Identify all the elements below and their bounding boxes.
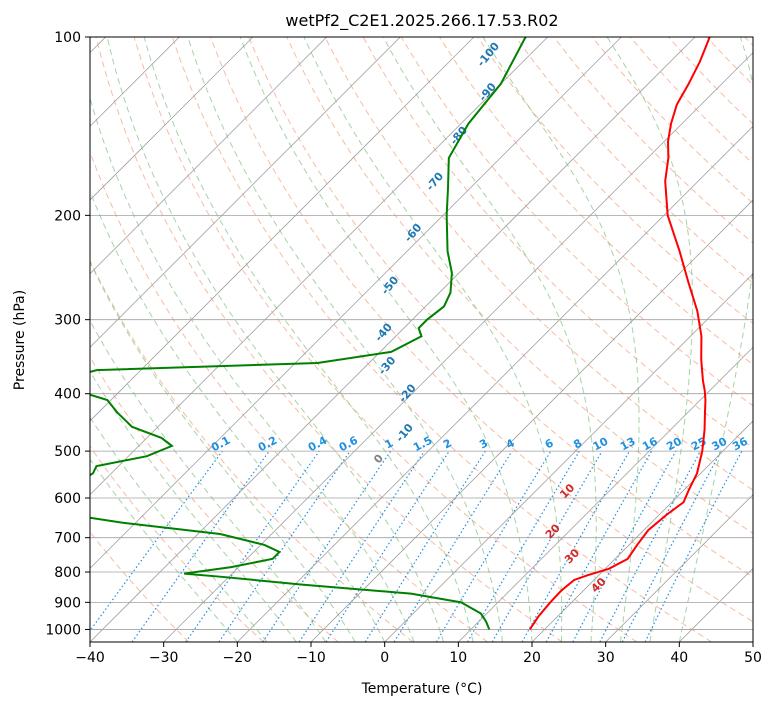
- isotherm-line: [90, 37, 401, 348]
- y-axis-label: Pressure (hPa): [12, 290, 28, 390]
- mixing-ratio-lines: [90, 450, 743, 642]
- moist-adiabat: [90, 260, 356, 642]
- x-tick-label: 0: [380, 650, 389, 666]
- mixing-ratio-line: [90, 450, 223, 632]
- mixing-ratio-line: [545, 450, 653, 642]
- temperature-line: [528, 37, 711, 631]
- x-tick-label: −20: [223, 650, 253, 666]
- moist-adiabat: [303, 37, 563, 642]
- plot-area: 0.1 0.2 0.4 0.6 1 1.5 2 3 4 6 8 10 13 16 20 25 30 36-100-…: [90, 37, 753, 642]
- moist-adiabat: [90, 416, 268, 642]
- mixing-ratio-line: [262, 450, 392, 642]
- x-tick-label: 10: [449, 650, 467, 666]
- x-axis-ticks: −40 −30 −20 −10 0 10 20 30 40 50: [75, 642, 762, 666]
- mixing-ratio-line: [644, 450, 743, 642]
- moist-adiabat: [90, 370, 297, 642]
- y-tick-label: 600: [54, 491, 81, 507]
- isotherm-line: [458, 346, 753, 642]
- y-tick-label: 400: [54, 387, 81, 403]
- isotherm-line: [90, 37, 254, 201]
- y-tick-label: 800: [54, 565, 81, 581]
- dry-adiabat: [248, 37, 753, 578]
- moist-adiabat: [239, 37, 533, 642]
- chart-title: wetPf2_C2E1.2025.266.17.53.R02: [285, 11, 558, 31]
- moist-adiabat: [143, 37, 474, 642]
- dry-adiabat: [171, 37, 712, 642]
- y-tick-label: 700: [54, 531, 81, 547]
- mixing-ratio-line: [393, 450, 513, 642]
- isotherm-line: [384, 273, 753, 642]
- y-tick-label: 300: [54, 313, 81, 329]
- dry-adiabat: [90, 356, 339, 642]
- isotherm-line: [605, 494, 753, 642]
- isotherm-line: [90, 37, 622, 569]
- y-tick-label: 100: [54, 30, 81, 46]
- isotherm-line: [531, 420, 753, 642]
- x-axis-label: Temperature (°C): [361, 681, 483, 697]
- mixing-ratio-line: [521, 450, 631, 642]
- dry-adiabat: [324, 37, 753, 491]
- pressure-gridlines: [90, 37, 753, 630]
- y-axis-ticks: 100 200 300 400 500 600 700 800 900 1000: [45, 30, 90, 638]
- plot-frame: [89, 36, 754, 643]
- dry-adiabat: [95, 37, 563, 642]
- mixing-ratio-line: [298, 450, 425, 642]
- mixing-ratio-label: 30: [710, 435, 730, 454]
- isotherm-line: [90, 37, 327, 275]
- mixing-ratio-line: [325, 450, 450, 642]
- y-tick-label: 900: [54, 595, 81, 611]
- dry-adiabats: [90, 37, 753, 642]
- moist-adiabat: [678, 37, 753, 642]
- mixing-ratio-line: [572, 450, 677, 642]
- moist-adiabat: [606, 37, 694, 642]
- x-tick-label: 30: [597, 650, 615, 666]
- dry-adiabat: [515, 37, 753, 284]
- dry-adiabat: [286, 37, 753, 534]
- y-tick-label: 1000: [45, 622, 81, 638]
- mixing-ratio-label: 20: [664, 435, 684, 454]
- isotherm-line: [310, 199, 753, 642]
- moist-adiabat: [382, 37, 597, 642]
- moist-adiabat: [106, 37, 445, 642]
- dry-adiabat: [90, 259, 414, 642]
- dry-adiabat: [90, 445, 264, 642]
- moist-adiabat: [90, 319, 327, 642]
- mixing-ratio-label: 10: [591, 435, 611, 454]
- moist-adiabat: [482, 37, 640, 642]
- x-tick-label: 40: [670, 650, 688, 666]
- dry-adiabat: [133, 37, 638, 642]
- isotherm-line: [90, 37, 475, 422]
- y-tick-label: 200: [54, 208, 81, 224]
- x-tick-label: −30: [149, 650, 179, 666]
- x-tick-label: 50: [744, 650, 762, 666]
- isotherm-line: [237, 125, 753, 642]
- moist-adiabat: [90, 189, 386, 642]
- x-tick-label: 20: [523, 650, 541, 666]
- moist-adiabat: [187, 37, 504, 642]
- dry-adiabat: [210, 37, 753, 623]
- y-tick-label: 500: [54, 444, 81, 460]
- mixing-ratio-label: 16: [640, 435, 660, 454]
- isotherm-line: [90, 37, 548, 496]
- mixing-ratio-line: [185, 450, 320, 642]
- x-tick-label: −10: [296, 650, 326, 666]
- moist-adiabat: [90, 458, 238, 642]
- dewpoint-line: [90, 37, 527, 630]
- x-tick-label: −40: [75, 650, 105, 666]
- isotherm-line: [90, 37, 696, 642]
- moist-adiabats: [90, 37, 753, 642]
- mixing-ratio-label: 36: [730, 435, 750, 454]
- mixing-ratio-line: [218, 450, 351, 642]
- mixing-ratio-label: 13: [618, 435, 638, 454]
- mixing-ratio-line: [131, 450, 270, 642]
